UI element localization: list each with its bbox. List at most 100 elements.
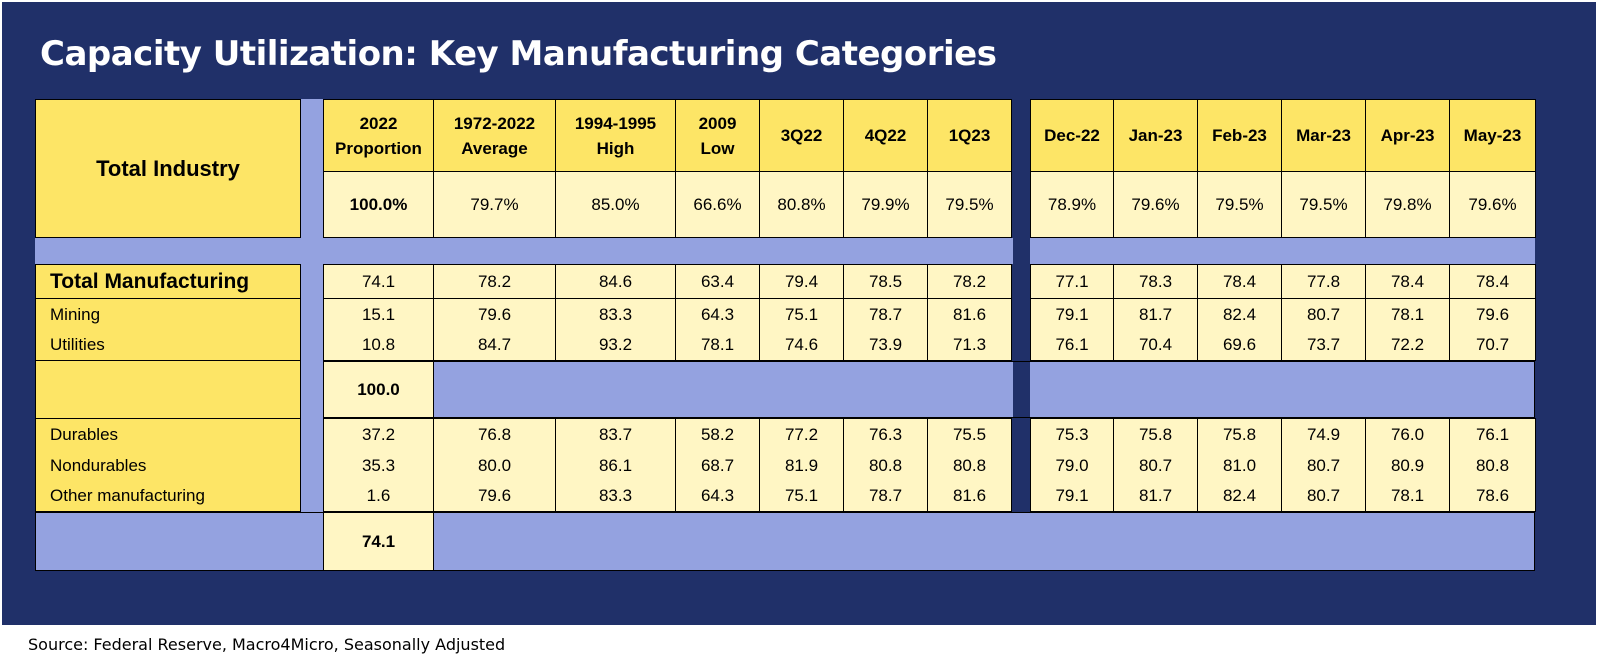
column-header-line: 3Q22 [780, 126, 823, 145]
table-cell: 63.4 [676, 264, 760, 299]
table-cell: 83.7 [556, 418, 676, 450]
column-header: 2009 Low [676, 99, 760, 172]
table-cell: 75.1 [760, 481, 844, 512]
table-cell: 83.3 [556, 481, 676, 512]
table-cell: 77.1 [1030, 264, 1114, 299]
table-cell: 79.6 [434, 299, 556, 330]
table-cell: 79.4 [760, 264, 844, 299]
row-label: Durables [35, 418, 301, 450]
table-cell: 78.1 [1366, 481, 1450, 512]
column-header: 2022 Proportion [323, 99, 434, 172]
table-cell: 81.6 [928, 481, 1012, 512]
row-label: Total Manufacturing [35, 264, 301, 299]
column-header-line: Jan-23 [1128, 126, 1183, 145]
separator-band [301, 99, 323, 571]
group-total: 100.0 [323, 361, 434, 418]
table-cell: 70.4 [1114, 330, 1198, 361]
table-cell: 15.1 [323, 299, 434, 330]
total-industry-value: 66.6% [676, 172, 760, 238]
page-title: Capacity Utilization: Key Manufacturing … [40, 34, 997, 74]
table-cell: 81.7 [1114, 299, 1198, 330]
row-label: Mining [35, 299, 301, 330]
table-cell: 81.0 [1198, 450, 1282, 481]
table-cell: 75.1 [760, 299, 844, 330]
table-cell: 80.7 [1114, 450, 1198, 481]
table-cell: 78.7 [844, 299, 928, 330]
column-header-line: 2022 [359, 113, 398, 133]
table-cell: 74.9 [1282, 418, 1366, 450]
table-cell: 80.9 [1366, 450, 1450, 481]
table-cell: 81.6 [928, 299, 1012, 330]
column-header: Feb-23 [1198, 99, 1282, 172]
table-cell: 82.4 [1198, 481, 1282, 512]
total-industry-value: 79.7% [434, 172, 556, 238]
column-header-line: 4Q22 [864, 126, 907, 145]
column-header-line: Apr-23 [1380, 126, 1435, 145]
table-cell: 80.8 [928, 450, 1012, 481]
column-header-line: 1994-1995 [574, 113, 657, 133]
total-industry-value: 79.6% [1114, 172, 1198, 238]
table-cell: 84.7 [434, 330, 556, 361]
table-cell: 75.8 [1114, 418, 1198, 450]
row-label: Nondurables [35, 450, 301, 481]
table-cell: 77.2 [760, 418, 844, 450]
table-cell: 79.1 [1030, 481, 1114, 512]
source-note: Source: Federal Reserve, Macro4Micro, Se… [28, 635, 506, 654]
table-cell: 84.6 [556, 264, 676, 299]
table-cell: 76.1 [1450, 418, 1536, 450]
total-industry-value: 85.0% [556, 172, 676, 238]
table-cell: 37.2 [323, 418, 434, 450]
column-header: Dec-22 [1030, 99, 1114, 172]
separator-band [35, 512, 1535, 571]
table-cell: 64.3 [676, 299, 760, 330]
table-cell: 79.6 [1450, 299, 1536, 330]
column-header-line: Average [461, 138, 528, 158]
total-industry-value: 79.8% [1366, 172, 1450, 238]
column-header: Mar-23 [1282, 99, 1366, 172]
table-cell: 74.1 [323, 264, 434, 299]
column-header: Jan-23 [1114, 99, 1198, 172]
table-cell: 75.5 [928, 418, 1012, 450]
table-cell: 80.8 [844, 450, 928, 481]
group-total: 74.1 [323, 512, 434, 571]
column-header-line: Feb-23 [1212, 126, 1267, 145]
table-cell: 81.9 [760, 450, 844, 481]
table-cell: 78.4 [1450, 264, 1536, 299]
total-industry-value: 78.9% [1030, 172, 1114, 238]
total-industry-value: 79.5% [928, 172, 1012, 238]
table-cell: 79.6 [434, 481, 556, 512]
column-header: 1994-1995 High [556, 99, 676, 172]
column-header: 1Q23 [928, 99, 1012, 172]
table-cell: 78.1 [676, 330, 760, 361]
total-industry-value: 80.8% [760, 172, 844, 238]
table-cell: 80.7 [1282, 450, 1366, 481]
table-cell: 71.3 [928, 330, 1012, 361]
table-cell: 75.3 [1030, 418, 1114, 450]
column-header: May-23 [1450, 99, 1536, 172]
table-cell: 70.7 [1450, 330, 1536, 361]
table-cell: 80.0 [434, 450, 556, 481]
separator-band [434, 361, 1535, 418]
table-cell: 78.1 [1366, 299, 1450, 330]
table-cell: 68.7 [676, 450, 760, 481]
column-header-line: Low [700, 138, 735, 158]
table-cell: 80.7 [1282, 481, 1366, 512]
table-cell: 78.3 [1114, 264, 1198, 299]
table-cell: 76.8 [434, 418, 556, 450]
table-cell: 69.6 [1198, 330, 1282, 361]
row-label-spacer [35, 361, 301, 418]
table-cell: 78.4 [1198, 264, 1282, 299]
row-label: Other manufacturing [35, 481, 301, 512]
table-cell: 80.8 [1450, 450, 1536, 481]
table-cell: 76.1 [1030, 330, 1114, 361]
column-header: 1972-2022 Average [434, 99, 556, 172]
total-industry-value: 79.5% [1198, 172, 1282, 238]
separator-band [1013, 99, 1030, 512]
table-cell: 82.4 [1198, 299, 1282, 330]
table-cell: 73.9 [844, 330, 928, 361]
table-cell: 72.2 [1366, 330, 1450, 361]
total-industry-value: 79.6% [1450, 172, 1536, 238]
table-cell: 77.8 [1282, 264, 1366, 299]
table-cell: 78.4 [1366, 264, 1450, 299]
table-cell: 64.3 [676, 481, 760, 512]
